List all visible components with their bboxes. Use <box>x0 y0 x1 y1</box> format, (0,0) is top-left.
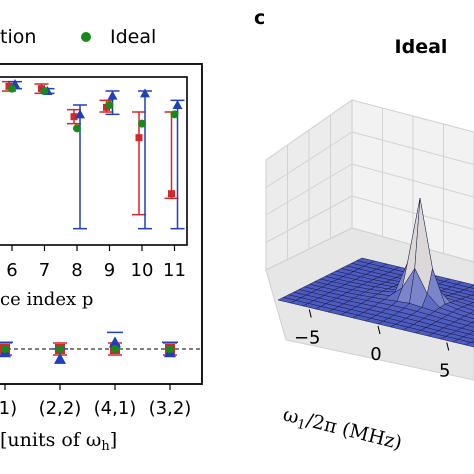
lower-x-tick-label: (3,2) <box>149 398 192 419</box>
upper-point-circle <box>170 110 179 119</box>
panel-c-x-tick-label: 5 <box>439 361 450 382</box>
upper-point-circle <box>8 84 16 93</box>
lower-point-circle <box>111 345 119 353</box>
panel-c-title: Ideal <box>395 36 448 58</box>
lower-x-tick-label: (2,2) <box>39 398 82 419</box>
surface-cell <box>470 293 474 297</box>
left-panel: 6 78 9 10 11 ce index p ,1) (2,2) (4,1) (3,2) [… <box>0 63 203 454</box>
panel-c: c Ideal −5 0 5 ω1/2π (MHz) <box>254 7 474 458</box>
upper-point-triangle <box>140 88 150 98</box>
upper-point-circle <box>73 124 81 133</box>
upper-point-square <box>135 134 143 142</box>
lower-plot-x-axis-label-text: [units of ω <box>0 429 101 451</box>
panel-c-x-tick-mark <box>377 325 381 335</box>
surface-mesh <box>277 197 474 348</box>
lower-plot-x-axis-label-sub: h <box>101 439 110 454</box>
pane-grid-line <box>351 163 474 198</box>
pane-grid-line <box>265 163 353 216</box>
lower-x-tick-label: (4,1) <box>94 398 137 419</box>
upper-plot-x-ticks: 6 7 8 9 10 11 <box>6 245 186 281</box>
upper-plot-x-axis-label: ce index p <box>0 289 93 310</box>
upper-point-circle <box>138 119 146 128</box>
upper-point-triangle <box>75 109 85 119</box>
lower-x-tick-label: ,1) <box>0 398 17 419</box>
panel-c-x-ticks: −5 0 5 <box>294 309 450 382</box>
panel-c-x-tick-mark <box>308 309 312 318</box>
panel-c-x-tick-label: −5 <box>294 328 321 349</box>
panel-c-x-axis-label-rest: /2π (MHz) <box>304 409 404 454</box>
upper-point-triangle <box>172 100 183 109</box>
pane-grid-line <box>351 195 474 230</box>
lower-plot-x-ticks: ,1) (2,2) (4,1) (3,2) <box>0 384 191 419</box>
panel-c-x-axis-label: ω1/2π (MHz) <box>280 404 404 458</box>
panel-c-x-tick-mark <box>446 342 450 351</box>
panel-c-x-axis-label-omega: ω <box>281 404 301 429</box>
lower-plot-x-axis-label-close: ] <box>110 429 117 451</box>
lower-plot-marks <box>0 331 178 364</box>
lower-point-circle <box>1 345 9 353</box>
surface-cell <box>465 294 474 300</box>
legend: tion Ideal <box>0 26 156 48</box>
lower-point-triangle <box>109 336 121 348</box>
panel-c-x-tick-label: 0 <box>370 344 381 365</box>
upper-x-tick-label: 7 <box>39 260 50 281</box>
lower-point-triangle <box>54 352 66 364</box>
lower-point-circle <box>56 345 64 353</box>
upper-plot-x-axis-label-text: ce index p <box>0 289 93 310</box>
panel-c-letter: c <box>254 7 265 29</box>
upper-x-tick-label: 8 <box>71 260 82 281</box>
upper-point-circle <box>40 87 49 95</box>
legend-entry-ideal: Ideal <box>110 26 156 48</box>
upper-x-tick-label: 6 <box>6 260 17 281</box>
legend-marker-ideal <box>81 32 91 42</box>
upper-x-tick-label: 10 <box>131 260 154 281</box>
panel-c-x-axis-label-sub: 1 <box>295 417 307 434</box>
upper-point-square <box>70 113 78 121</box>
surface-cell <box>468 284 474 289</box>
legend-entry-simulation: tion <box>0 26 36 48</box>
lower-point-circle <box>166 345 174 353</box>
upper-point-square <box>168 190 175 198</box>
pane-grid-line <box>265 195 353 243</box>
surface-cell <box>466 322 474 328</box>
upper-point-triangle <box>107 90 118 100</box>
left-panel-frame <box>0 63 203 385</box>
lower-plot-x-axis-label: [units of ωh] <box>0 429 117 454</box>
surface-cell <box>467 302 474 307</box>
upper-x-tick-label: 9 <box>104 260 115 281</box>
back-pane-grid <box>265 108 474 260</box>
upper-plot-frame <box>0 76 188 246</box>
upper-plot-marks <box>2 79 185 230</box>
upper-x-tick-label: 11 <box>163 260 186 281</box>
upper-point-circle <box>105 101 114 109</box>
